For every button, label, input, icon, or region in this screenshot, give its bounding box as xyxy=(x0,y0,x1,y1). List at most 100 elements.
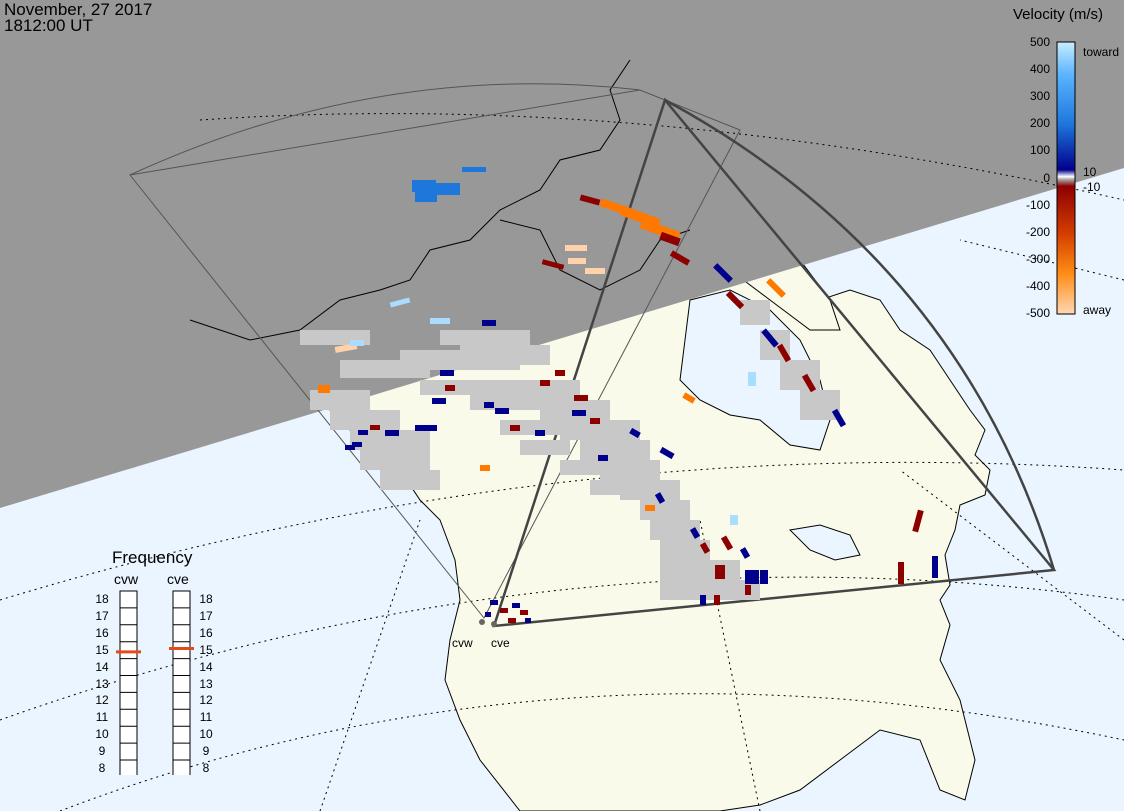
coastline-arctic xyxy=(499,219,691,291)
frequency-column-cvw xyxy=(119,590,138,775)
frequency-scale-right-13: 13 xyxy=(199,676,213,691)
frequency-scale-right-18: 18 xyxy=(199,592,213,606)
velocity-cell xyxy=(330,410,400,430)
colorbar-tick-6: -100 xyxy=(1025,197,1050,212)
frequency-scale-left-9: 9 xyxy=(98,744,106,759)
velocity-cell xyxy=(600,460,660,480)
colorbar-tick-8: -300 xyxy=(1025,251,1050,266)
night-shading xyxy=(0,0,1124,508)
velocity-cell xyxy=(650,520,700,540)
colorbar-toward-label: toward xyxy=(1083,45,1120,59)
velocity-cell xyxy=(358,430,368,435)
velocity-cell xyxy=(761,328,779,348)
velocity-cell xyxy=(541,259,565,270)
velocity-cell xyxy=(659,446,675,460)
velocity-cell xyxy=(898,562,904,584)
velocity-cell xyxy=(482,320,496,326)
frequency-scale-right-9: 9 xyxy=(202,744,210,759)
colorbar-tick-3: 200 xyxy=(1029,116,1050,131)
velocity-cell xyxy=(310,390,370,410)
frequency-scale-left-15: 15 xyxy=(95,642,109,657)
velocity-cell xyxy=(432,398,446,404)
velocity-cell xyxy=(766,278,786,298)
land-hudson-bay xyxy=(679,289,831,451)
colorbar-inner-tick-low: -10 xyxy=(1083,180,1101,194)
velocity-cell xyxy=(430,318,450,324)
velocity-cell xyxy=(484,402,494,408)
colorbar-tick-5: 0 xyxy=(1043,170,1050,185)
velocity-cell xyxy=(568,258,586,264)
velocity-cell xyxy=(585,268,605,274)
velocity-cell xyxy=(500,608,508,613)
plot-date: November, 27 2017 xyxy=(4,0,153,19)
frequency-scale-right-11: 11 xyxy=(199,710,213,725)
colorbar-tick-4: 100 xyxy=(1029,143,1050,158)
colorbar-inner-tick-high: 10 xyxy=(1083,165,1097,179)
velocity-cells xyxy=(300,167,938,623)
velocity-cell xyxy=(713,263,733,283)
velocity-cell xyxy=(389,297,411,308)
velocity-cell xyxy=(535,430,545,436)
frequency-scale-left-13: 13 xyxy=(95,676,109,691)
velocity-cell xyxy=(660,580,760,600)
frequency-radar-cvw: cvw xyxy=(114,571,139,587)
velocity-cell xyxy=(415,192,437,202)
colorbar-away-label: away xyxy=(1083,303,1112,317)
velocity-cell xyxy=(520,610,528,615)
velocity-cell xyxy=(525,618,531,623)
velocity-cell xyxy=(760,570,768,584)
velocity-cell xyxy=(415,425,437,431)
colorbar-tick-9: -400 xyxy=(1025,278,1050,293)
land-great-lakes xyxy=(788,524,861,561)
velocity-cell xyxy=(776,343,792,363)
fov-cvw-arc xyxy=(129,83,641,176)
velocity-cell xyxy=(508,618,516,623)
velocity-cell xyxy=(500,420,560,435)
colorbar-tick-1: 400 xyxy=(1029,62,1050,77)
velocity-cell xyxy=(680,560,740,580)
velocity-cell xyxy=(485,612,491,617)
velocity-cell xyxy=(715,565,725,579)
velocity-cell xyxy=(800,390,840,420)
colorbar-tick-10: -500 xyxy=(1025,306,1050,320)
frequency-scale-right-10: 10 xyxy=(199,727,213,742)
velocity-cell xyxy=(629,427,641,439)
site-cvw-marker xyxy=(479,619,485,625)
velocity-cell xyxy=(714,595,720,605)
velocity-cell xyxy=(512,603,520,608)
velocity-cell xyxy=(598,455,608,461)
colorbar-title: Velocity (m/s) xyxy=(1013,6,1104,23)
velocity-cell xyxy=(385,430,399,436)
colorbar-tick-0: 500 xyxy=(1029,35,1050,49)
velocity-cell xyxy=(780,360,820,390)
velocity-cell xyxy=(360,450,430,470)
frequency-scale-right-14: 14 xyxy=(199,659,213,674)
velocity-cell xyxy=(730,515,738,525)
frequency-scale-left-17: 17 xyxy=(95,608,109,623)
velocity-cell xyxy=(460,345,550,365)
velocity-cell xyxy=(660,540,710,560)
velocity-cell xyxy=(689,527,701,539)
velocity-cell xyxy=(574,395,588,401)
site-cve-marker xyxy=(491,621,497,627)
frequency-scale-right-16: 16 xyxy=(199,625,213,640)
velocity-cell xyxy=(565,245,587,251)
velocity-cell xyxy=(490,600,498,605)
velocity-cell xyxy=(654,492,666,504)
velocity-cell xyxy=(350,430,430,450)
velocity-cell xyxy=(590,480,620,495)
velocity-cell xyxy=(345,445,355,450)
velocity-cell xyxy=(436,183,460,195)
velocity-cell xyxy=(462,167,486,172)
frequency-scale-right-15: 15 xyxy=(199,642,213,657)
velocity-cell xyxy=(932,556,938,578)
velocity-cell xyxy=(480,465,490,471)
velocity-cell xyxy=(682,392,696,404)
frequency-column-cve xyxy=(172,590,191,775)
frequency-scale-right-8: 8 xyxy=(202,761,210,775)
velocity-cell xyxy=(669,250,691,266)
velocity-cell xyxy=(412,180,436,192)
colorbar xyxy=(1056,41,1076,315)
frequency-scale-left-12: 12 xyxy=(95,693,109,708)
